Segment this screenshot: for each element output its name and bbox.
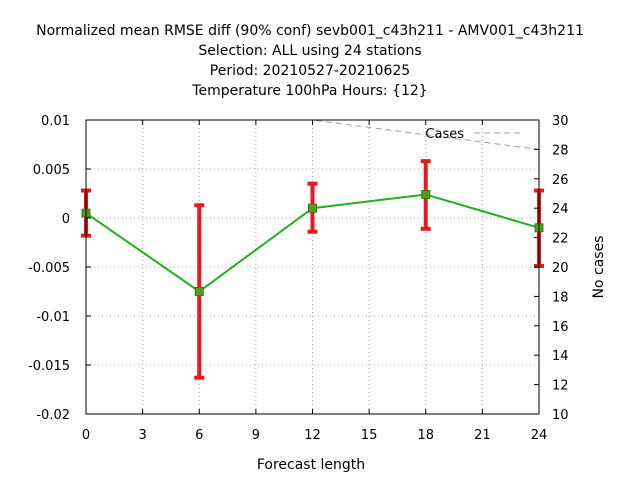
y2-axis-label: No cases [591,236,607,299]
data-point [194,287,204,296]
y2-tick-label: 18 [552,290,569,305]
x-tick-label: 9 [252,428,260,443]
title-line-2: Selection: ALL using 24 stations [198,43,421,59]
y-tick-label: 0.01 [41,114,70,129]
title-line-4: Temperature 100hPa Hours: {12} [191,83,427,99]
y2-tick-label: 16 [552,320,569,335]
x-tick-label: 24 [531,428,548,443]
x-tick-label: 18 [417,428,434,443]
y2-tick-label: 14 [552,349,569,364]
x-tick-label: 3 [138,428,146,443]
x-tick-label: 21 [474,428,491,443]
title-line-1: Normalized mean RMSE diff (90% conf) sev… [36,23,584,39]
legend: Cases [425,127,520,142]
data-point [308,203,317,213]
x-tick-label: 12 [304,428,321,443]
tick-marks [85,119,540,415]
rmse-series [81,159,544,380]
y-tick-label: 0 [62,212,70,227]
y-tick-label: -0.02 [36,408,70,423]
x-tick-label: 6 [195,428,203,443]
tick-labels: 0 3 6 9 12 15 18 21 24 0.01 0.005 0 -0.005 -0.01 -0.01… [28,114,568,443]
chart-title: Normalized mean RMSE diff (90% conf) sev… [36,23,584,99]
x-tick-label: 0 [82,428,90,443]
y2-tick-label: 26 [552,173,569,188]
y-tick-label: -0.01 [36,310,70,325]
data-point [421,189,431,199]
x-axis-label: Forecast length [257,457,365,473]
y2-tick-label: 20 [552,261,569,276]
y-tick-label: -0.015 [28,359,70,374]
y-tick-label: 0.005 [33,163,70,178]
title-line-3: Period: 20210527-20210625 [210,63,410,79]
y-tick-label: -0.005 [28,261,70,276]
y2-tick-label: 30 [552,114,569,129]
grid-lines [86,120,539,414]
y2-tick-label: 12 [552,379,569,394]
y2-tick-label: 24 [552,202,569,217]
x-tick-label: 15 [361,428,378,443]
y2-tick-label: 22 [552,232,569,247]
y2-tick-label: 28 [552,143,569,158]
y2-tick-label: 10 [552,408,569,423]
legend-label-cases: Cases [425,127,464,142]
